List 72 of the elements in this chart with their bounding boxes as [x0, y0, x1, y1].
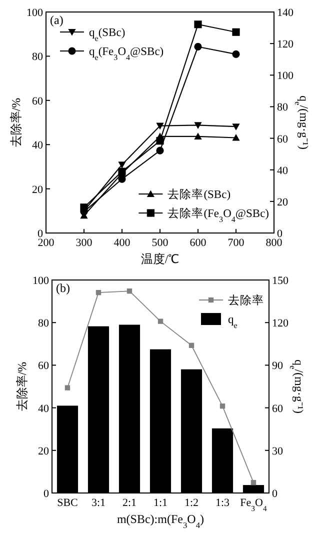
- x-tick-label: 700: [228, 237, 245, 249]
- y2-tick-label: 0: [277, 228, 283, 240]
- legend-label: q$_{e}$(Fe$_{3}$O$_{4}$@SBc): [89, 46, 164, 62]
- point: [118, 162, 126, 168]
- legend-label: 去除率(SBc): [168, 187, 231, 201]
- y-tick-label: 40: [32, 140, 44, 152]
- y2-tick-label: 30: [272, 445, 284, 458]
- y2-tick-label: 0: [272, 488, 278, 500]
- y-tick-label: 60: [38, 360, 50, 372]
- y-tick-label: 40: [38, 402, 50, 415]
- y-tick-label: 60: [32, 95, 44, 108]
- y2-tick-label: 120: [272, 318, 289, 330]
- point: [194, 42, 202, 51]
- x-tick-label: 800: [266, 237, 283, 249]
- point: [194, 122, 202, 129]
- y-tick-label: 80: [32, 51, 44, 64]
- x-tick-label: SBC: [57, 497, 78, 509]
- y2-tick-label: 80: [277, 102, 288, 114]
- y-tick-label: 20: [32, 184, 44, 196]
- legend-label: 去除率: [228, 293, 264, 307]
- y-axis-title: 去除率/%: [15, 362, 29, 412]
- y2-tick-label: 60: [272, 402, 284, 415]
- y2-tick-label: 20: [277, 196, 288, 208]
- point: [250, 480, 256, 486]
- y2-tick-label: 120: [277, 38, 294, 51]
- y2-tick-label: 140: [277, 7, 294, 19]
- point: [156, 137, 164, 145]
- y-tick-label: 0: [44, 488, 50, 500]
- x-tick-label: 600: [190, 237, 207, 249]
- y2-tick-label: 150: [272, 275, 289, 287]
- x-axis-title: m(SBc):m(Fe$_{3}$O$_{4}$): [116, 512, 204, 530]
- point: [80, 204, 88, 212]
- point: [220, 403, 226, 409]
- y-tick-label: 0: [38, 228, 44, 240]
- point: [194, 132, 202, 140]
- x-tick-label: 500: [152, 237, 169, 249]
- point: [156, 146, 164, 154]
- point: [64, 385, 70, 390]
- y2-tick-label: 90: [272, 360, 284, 372]
- y-tick-label: 100: [32, 275, 50, 287]
- x-tick-label: Fe$_{3}$O$_{4}$: [240, 497, 267, 512]
- point: [126, 288, 132, 294]
- x-tick-label: 2:1: [122, 497, 137, 509]
- y2-tick-label: 60: [277, 133, 288, 146]
- point: [232, 134, 240, 141]
- y-axis-title: 去除率/%: [9, 98, 23, 148]
- x-tick-label: 300: [76, 237, 93, 249]
- x-tick-label: 1:3: [215, 497, 230, 509]
- point: [232, 28, 240, 36]
- y-tick-label: 20: [38, 445, 50, 458]
- x-axis-title: 温度/℃: [140, 252, 180, 266]
- legend-label: q$_{e}$: [228, 314, 238, 330]
- point: [156, 122, 164, 130]
- y-tick-label: 100: [26, 7, 44, 19]
- x-tick-label: 200: [38, 237, 55, 249]
- point: [96, 290, 102, 296]
- legend-label: q$_{e}$(SBc): [89, 27, 126, 42]
- x-tick-label: 1:2: [184, 497, 199, 509]
- y2-tick-label: 40: [277, 164, 288, 177]
- y2-tick-label: 100: [277, 70, 294, 82]
- y-tick-label: 80: [38, 318, 50, 330]
- point: [232, 124, 240, 130]
- point: [158, 318, 164, 324]
- chart-title: (b): [56, 281, 70, 295]
- point: [194, 20, 202, 28]
- x-tick-label: 400: [114, 237, 131, 249]
- chart-title: (a): [50, 13, 64, 27]
- legend-label: 去除率(Fe$_{3}$O$_{4}$@SBc): [168, 206, 270, 224]
- x-tick-label: 1:1: [153, 497, 168, 509]
- point: [232, 50, 240, 58]
- x-tick-label: 3:1: [91, 497, 106, 509]
- point: [188, 342, 194, 348]
